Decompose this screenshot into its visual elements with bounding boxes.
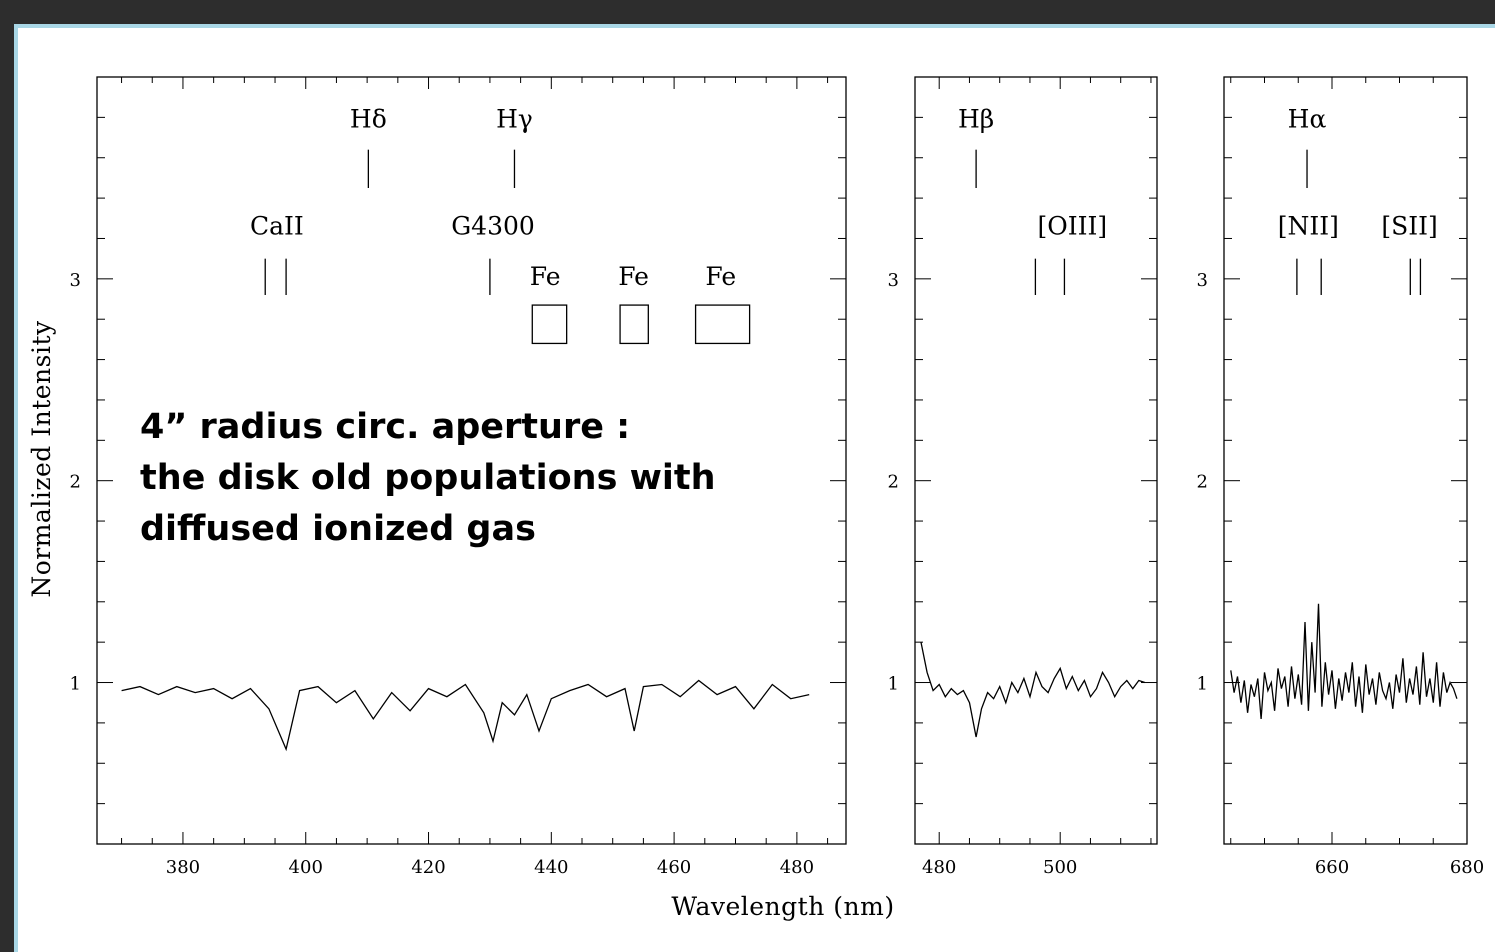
spectrum-chart: 380 400 420 440 460 480 1 2 3 Hδ Hγ CaII G4300 Fe Fe Fe… <box>27 76 1484 921</box>
x-tick-label: 480 <box>922 857 956 878</box>
fe-band-box <box>694 304 751 345</box>
spectrum-line <box>920 642 1146 738</box>
line-id-label: Hγ <box>496 104 533 133</box>
line-id-label: CaII <box>250 211 304 240</box>
line-id-label: [NII] <box>1278 211 1339 240</box>
x-tick-label: 460 <box>657 857 691 878</box>
line-id-label: Hα <box>1288 104 1327 133</box>
y-tick-label: 2 <box>888 472 899 493</box>
annotation-line-1: 4” radius circ. aperture : <box>140 407 631 447</box>
x-tick-label: 440 <box>534 857 568 878</box>
fe-band-box <box>531 304 568 345</box>
line-id-label: Hδ <box>350 104 387 133</box>
panel-1: 380 400 420 440 460 480 1 2 3 Hδ Hγ CaII G4300 Fe Fe Fe <box>70 76 847 878</box>
fe-band-box <box>619 304 649 345</box>
y-tick-label: 3 <box>1197 270 1208 291</box>
panel-2: 480 500 1 2 3 Hβ [OIII] <box>888 76 1158 878</box>
y-tick-label: 3 <box>888 270 899 291</box>
annotation-line-3: diffused ionized gas <box>140 509 536 549</box>
line-id-label: [OIII] <box>1037 211 1107 240</box>
chart-panels: 380 400 420 440 460 480 1 2 3 Hδ Hγ CaII G4300 Fe Fe Fe… <box>70 76 1484 878</box>
y-tick-label: 2 <box>70 472 81 493</box>
x-tick-label: 660 <box>1315 857 1349 878</box>
y-tick-label: 1 <box>1197 674 1208 695</box>
x-tick-label: 500 <box>1043 857 1077 878</box>
panel-frame <box>1223 76 1468 845</box>
x-tick-label: 380 <box>166 857 200 878</box>
line-id-label: [SII] <box>1381 211 1437 240</box>
panel-frame <box>96 76 847 845</box>
x-tick-label: 400 <box>289 857 323 878</box>
annotation-line-2: the disk old populations with <box>140 458 716 498</box>
y-tick-label: 1 <box>70 674 81 695</box>
line-id-label: Fe <box>618 262 649 291</box>
x-tick-label: 480 <box>780 857 814 878</box>
line-id-label: Fe <box>705 262 736 291</box>
aperture-annotation: 4” radius circ. aperture : the disk old p… <box>140 402 716 555</box>
line-id-label: Hβ <box>958 104 994 133</box>
y-tick-label: 3 <box>70 270 81 291</box>
slide-background: 380 400 420 440 460 480 1 2 3 Hδ Hγ CaII G4300 Fe Fe Fe… <box>14 24 1495 952</box>
x-tick-label: 420 <box>411 857 445 878</box>
panel-frame <box>914 76 1158 845</box>
y-tick-label: 2 <box>1197 472 1208 493</box>
line-id-label: G4300 <box>451 211 535 240</box>
line-id-label: Fe <box>530 262 561 291</box>
x-tick-label: 680 <box>1450 857 1484 878</box>
y-tick-label: 1 <box>888 674 899 695</box>
panel-3: 660 680 1 2 3 Hα [NII] [SII] <box>1197 76 1484 878</box>
spectrum-line <box>1230 603 1458 719</box>
x-axis-title: Wavelength (nm) <box>671 892 894 921</box>
spectrum-line <box>121 679 810 752</box>
y-axis-title: Normalized Intensity <box>27 320 56 598</box>
